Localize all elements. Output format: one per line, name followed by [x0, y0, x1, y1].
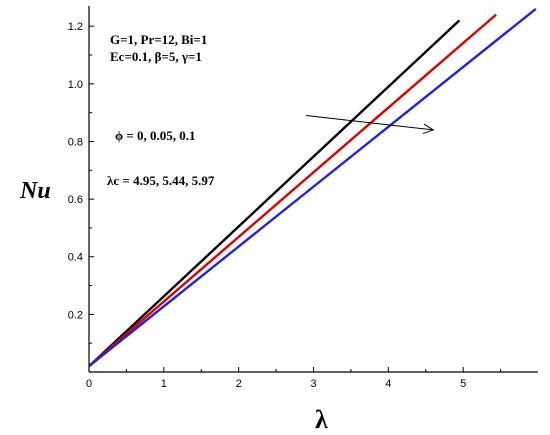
x-tick-label: 2	[236, 378, 242, 390]
arrow-shaft	[305, 115, 434, 131]
y-tick-label: 0.4	[68, 252, 83, 264]
y-tick-label: 0.6	[68, 194, 83, 206]
arrow-head	[422, 123, 435, 135]
annotation-phi: ϕ = 0, 0.05, 0.1	[115, 128, 196, 143]
annotation-params-1: G=1, Pr=12, Bi=1	[110, 32, 207, 47]
series-group	[88, 7, 537, 368]
tick-labels: 0 1 2 3 4 5 0.2 0.4 0.6 0.8 1.0 1.2	[68, 21, 467, 390]
y-tick-label: 0.2	[68, 309, 83, 321]
x-tick-label: 0	[86, 378, 92, 390]
y-tick-label: 1.0	[68, 79, 83, 91]
axes	[88, 6, 538, 373]
annotations: G=1, Pr=12, Bi=1 Ec=0.1, β=5, γ=1 ϕ = 0,…	[107, 32, 215, 188]
series-line-1	[88, 19, 461, 368]
trend-arrow	[305, 115, 435, 135]
x-tick-label: 5	[460, 378, 466, 390]
annotation-lambda-c: λc = 4.95, 5.44, 5.97	[107, 173, 215, 188]
series-line-3	[88, 7, 537, 368]
y-tick-label: 1.2	[68, 21, 83, 33]
annotation-params-2: Ec=0.1, β=5, γ=1	[110, 49, 202, 64]
y-tick-label: 0.8	[68, 136, 83, 148]
series-line-2	[88, 13, 497, 368]
x-axis-label: λ	[315, 405, 328, 434]
x-tick-label: 1	[161, 378, 167, 390]
x-tick-label: 3	[310, 378, 316, 390]
x-tick-label: 4	[385, 378, 391, 390]
y-axis-label: Nu	[19, 178, 51, 204]
